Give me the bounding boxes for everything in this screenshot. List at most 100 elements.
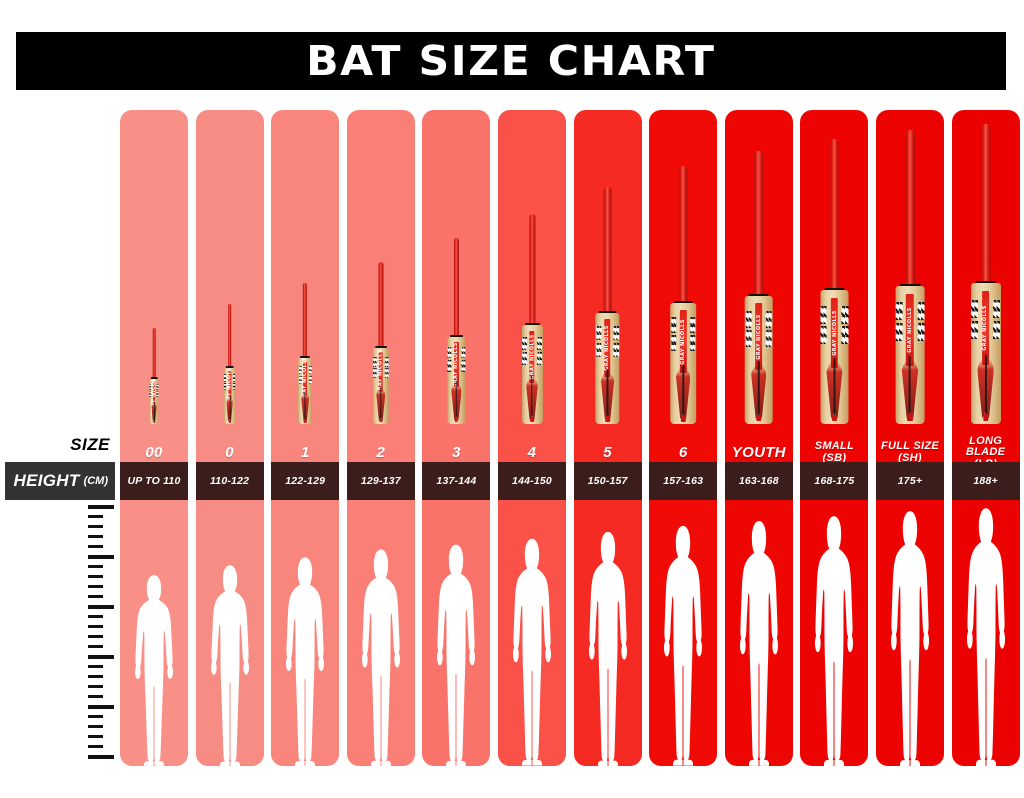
checker-pattern-icon: [308, 375, 312, 385]
checker-pattern-icon: [765, 311, 772, 328]
person-silhouette-icon: [206, 562, 254, 766]
bat-blade: GRAY NICOLLS: [745, 295, 773, 424]
size-column[interactable]: GRAY NICOLLS SMALL (SB) 168-175: [800, 110, 869, 766]
height-value: 163-168: [738, 475, 779, 487]
ruler-minor-tick: [88, 545, 103, 548]
height-cell: 110-122: [195, 462, 264, 500]
cricket-bat: GRAY NICOLLS: [447, 238, 466, 424]
checker-pattern-icon: [596, 325, 602, 341]
checker-pattern-icon: [537, 351, 543, 365]
bat-brand-sticker: GRAY NICOLLS: [679, 310, 687, 374]
bat-blade: GRAY NICOLLS: [595, 312, 620, 424]
checker-pattern-icon: [820, 306, 827, 324]
size-cell: FULL SIZE (SH): [876, 428, 944, 478]
bat-graphic-spine: [304, 391, 306, 423]
bat-handle: [453, 238, 460, 341]
size-column[interactable]: GRAY NICOLLS 5 150-157: [573, 110, 642, 766]
silhouette-cell: [498, 500, 566, 766]
bat-handle: [378, 262, 384, 352]
size-cell: 3: [422, 428, 490, 478]
checker-pattern-icon: [993, 321, 1000, 340]
size-cell: 2: [347, 428, 415, 478]
bat-maker-logo-icon: [756, 415, 762, 422]
height-cell: 137-144: [422, 462, 491, 500]
bat-graphic-spine: [380, 386, 382, 422]
person-silhouette-icon: [735, 517, 783, 766]
size-cell: 6: [649, 428, 717, 478]
height-value: 110-122: [210, 475, 250, 487]
title-banner: BAT SIZE CHART: [16, 32, 1006, 90]
bat-cell: GRAY NICOLLS: [800, 110, 868, 428]
bat-blade: GRAY NICOLLS: [670, 302, 697, 424]
silhouette-cell: [271, 500, 339, 766]
ruler-minor-tick: [88, 575, 103, 578]
size-row-label-text: SIZE: [70, 435, 110, 454]
size-column[interactable]: GRAY NICOLLS 6 157-163: [649, 110, 718, 766]
size-column[interactable]: GRAY NICOLLS 3 137-144: [422, 110, 491, 766]
height-cell: 157-163: [649, 462, 718, 500]
size-column[interactable]: GRAY NICOLLS 2 129-137: [346, 110, 415, 766]
silhouette-cell: [952, 500, 1020, 766]
ruler-minor-tick: [88, 725, 103, 728]
size-column[interactable]: GRAY NICOLLS FULL SIZE (SH) 175+: [876, 110, 944, 766]
size-column[interactable]: GRAY NICOLLS 00 UP TO 110: [120, 110, 188, 766]
bat-maker-logo-icon: [680, 415, 686, 422]
bat-size-chart: GRAY NICOLLS 00 UP TO 110 GRAY NICOLLS 0 110-…: [0, 110, 1024, 770]
ruler-minor-tick: [88, 535, 103, 538]
checker-pattern-icon: [447, 347, 452, 359]
bat-blade: GRAY NICOLLS: [298, 357, 313, 424]
ruler-minor-tick: [88, 615, 103, 618]
silhouette-cell: [196, 500, 264, 766]
bat-cell: GRAY NICOLLS: [574, 110, 642, 428]
checker-pattern-icon: [820, 326, 827, 344]
height-cell: 175+: [876, 462, 944, 500]
size-value: 4: [527, 444, 537, 462]
bat-handle: [528, 214, 536, 330]
size-column[interactable]: GRAY NICOLLS 1 122-129: [271, 110, 340, 766]
height-row-label: HEIGHT (CM): [5, 462, 115, 500]
ruler-minor-tick: [88, 715, 103, 718]
height-ruler: [88, 505, 118, 767]
bat-brand-text: GRAY NICOLLS: [604, 325, 611, 371]
bat-brand-text: GRAY NICOLLS: [528, 334, 535, 380]
bat-handle: [754, 151, 763, 300]
cricket-bat: GRAY NICOLLS: [223, 304, 236, 424]
bat-blade: GRAY NICOLLS: [895, 285, 925, 424]
checker-pattern-icon: [596, 342, 602, 358]
silhouette-cell: [574, 500, 642, 766]
size-column[interactable]: GRAY NICOLLS 4 144-150: [498, 110, 566, 766]
checker-pattern-icon: [149, 384, 152, 391]
bat-cell: GRAY NICOLLS: [347, 110, 415, 428]
person-silhouette-icon: [962, 504, 1010, 766]
bat-graphic-spine: [833, 358, 836, 420]
bat-brand-text: GRAY NICOLLS: [906, 307, 913, 353]
checker-pattern-icon: [971, 321, 978, 340]
size-value: 5: [603, 444, 612, 462]
bat-graphic-spine: [682, 364, 685, 421]
size-cell: 5: [574, 428, 642, 478]
bat-blade: GRAY NICOLLS: [223, 367, 236, 424]
bat-cell: GRAY NICOLLS: [876, 110, 944, 428]
ruler-minor-tick: [88, 675, 103, 678]
bat-brand-text: GRAY NICOLLS: [982, 305, 989, 351]
silhouette-cell: [649, 500, 717, 766]
checker-pattern-icon: [841, 306, 849, 324]
checker-pattern-icon: [689, 335, 696, 352]
cricket-bat: GRAY NICOLLS: [521, 214, 543, 424]
size-value: 3: [452, 444, 461, 462]
bat-handle: [303, 283, 308, 362]
ruler-minor-tick: [88, 745, 103, 748]
bat-brand-sticker: GRAY NICOLLS: [378, 349, 384, 394]
page-title: BAT SIZE CHART: [306, 37, 716, 85]
size-cell: 4: [498, 428, 566, 478]
cricket-bat: GRAY NICOLLS: [149, 328, 159, 424]
height-cell: 122-129: [271, 462, 340, 500]
size-column[interactable]: GRAY NICOLLS YOUTH 163-168: [724, 110, 793, 766]
bat-cell: GRAY NICOLLS: [725, 110, 793, 428]
checker-pattern-icon: [521, 351, 527, 365]
height-value: 157-163: [663, 475, 704, 487]
ruler-minor-tick: [88, 515, 103, 518]
bat-collar: [974, 281, 997, 284]
size-column[interactable]: GRAY NICOLLS 0 110-122: [195, 110, 264, 766]
